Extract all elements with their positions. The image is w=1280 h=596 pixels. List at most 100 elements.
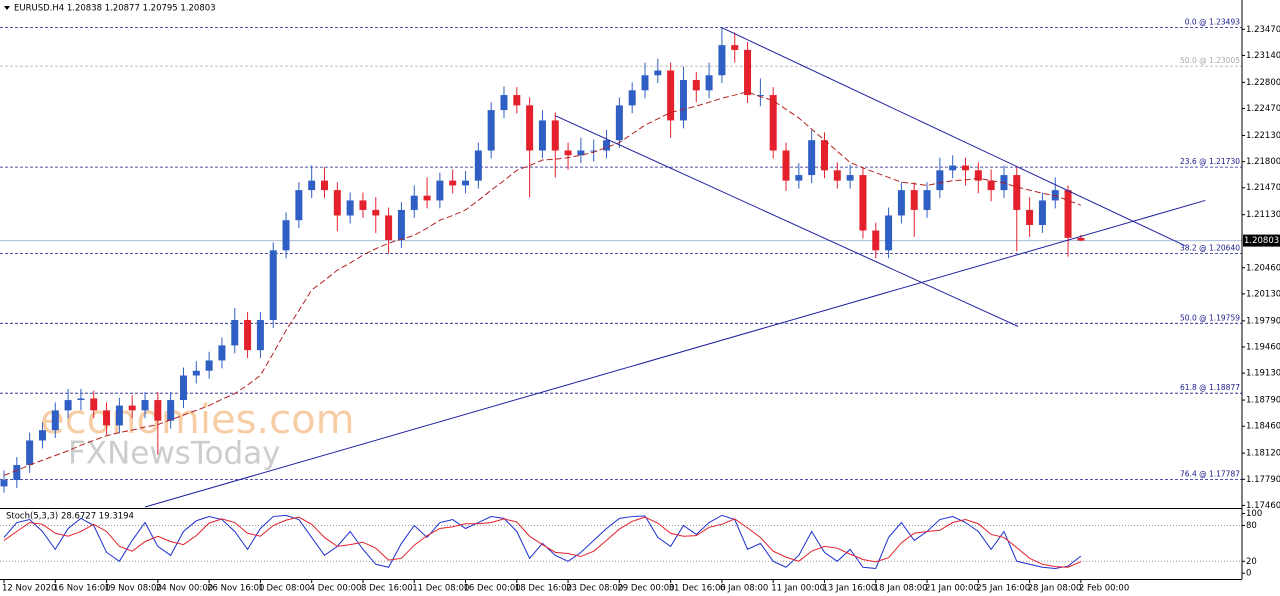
x-tick-label: 19 Nov 08:00 bbox=[105, 584, 162, 594]
fib-label: 38.2 @ 1.20640 bbox=[1180, 244, 1240, 253]
x-tick-label: 1 Dec 08:00 bbox=[258, 584, 310, 594]
candle-body bbox=[90, 398, 98, 411]
candle-body bbox=[410, 195, 418, 210]
y-tick-label: 20 bbox=[1246, 557, 1257, 567]
candle-body bbox=[833, 170, 841, 181]
candle-body bbox=[321, 180, 328, 191]
x-tick-label: 8 Dec 16:00 bbox=[361, 584, 413, 594]
candle-body bbox=[705, 75, 713, 91]
candle-body bbox=[808, 140, 816, 176]
moving-average bbox=[3, 91, 1082, 476]
x-tick-label: 16 Dec 00:00 bbox=[464, 584, 521, 594]
candle-body bbox=[654, 70, 662, 76]
candle-body bbox=[282, 220, 290, 251]
x-tick-label: 18 Jan 08:00 bbox=[874, 584, 928, 594]
candle-body bbox=[782, 150, 790, 181]
candle-body bbox=[77, 398, 85, 401]
candle-body bbox=[26, 440, 34, 466]
candle-body bbox=[103, 410, 111, 426]
candle-body bbox=[897, 190, 905, 216]
candle-body bbox=[667, 70, 675, 121]
menu-arrow[interactable] bbox=[4, 6, 10, 10]
candle-body bbox=[1013, 175, 1021, 210]
candle-body bbox=[795, 175, 803, 181]
candle-body bbox=[513, 95, 521, 106]
candle-body bbox=[154, 400, 162, 421]
candle-body bbox=[308, 180, 316, 191]
y-tick-label: 1.19460 bbox=[1246, 342, 1280, 352]
candle-body bbox=[820, 140, 828, 171]
candle-body bbox=[64, 400, 72, 411]
x-tick-label: 24 Nov 00:00 bbox=[156, 584, 213, 594]
fib-label: 23.6 @ 1.21730 bbox=[1180, 157, 1240, 166]
y-tick-label: 100 bbox=[1246, 509, 1262, 519]
candle-body bbox=[462, 180, 470, 186]
candle-body bbox=[936, 170, 944, 191]
candle-body bbox=[231, 320, 239, 346]
candle-body bbox=[449, 180, 457, 186]
candle-body bbox=[641, 75, 649, 91]
x-tick-label: 13 Jan 16:00 bbox=[822, 584, 876, 594]
fib-label: 50.0 @ 1.23005 bbox=[1180, 56, 1240, 65]
candle-body bbox=[38, 430, 46, 441]
candle-body bbox=[628, 90, 636, 106]
candle-body bbox=[192, 370, 200, 376]
candle-body bbox=[500, 95, 508, 111]
y-tick-label: 1.18120 bbox=[1246, 449, 1280, 459]
candle-body bbox=[744, 49, 752, 96]
indicator-line bbox=[3, 516, 1082, 568]
y-tick-label: 1.22130 bbox=[1246, 131, 1280, 141]
candle-body bbox=[756, 95, 764, 97]
y-tick-label: 1.23470 bbox=[1246, 25, 1280, 35]
y-tick-label: 1.21130 bbox=[1246, 210, 1280, 220]
fib-label: 61.8 @ 1.18877 bbox=[1180, 383, 1240, 392]
candle-body bbox=[436, 180, 444, 201]
y-tick-label: 1.22470 bbox=[1246, 104, 1280, 114]
y-tick-label: 80 bbox=[1246, 521, 1257, 531]
candle-body bbox=[256, 320, 264, 351]
candle-body bbox=[359, 200, 367, 210]
candle-body bbox=[962, 165, 969, 171]
candle-body bbox=[295, 190, 303, 221]
candle-body bbox=[769, 95, 777, 151]
y-tick-label: 1.21470 bbox=[1246, 183, 1280, 193]
candle-body bbox=[577, 150, 585, 156]
y-tick-label: 1.19130 bbox=[1246, 369, 1280, 379]
candle-body bbox=[269, 250, 277, 321]
x-tick-label: 12 Nov 2020 bbox=[2, 584, 56, 594]
y-tick-label: 0 bbox=[1246, 569, 1251, 579]
candle-body bbox=[244, 320, 252, 351]
x-tick-label: 2 Feb 00:00 bbox=[1079, 584, 1129, 594]
candle-body bbox=[526, 105, 534, 151]
candle-body bbox=[115, 405, 123, 426]
trendline bbox=[555, 115, 1019, 327]
candle-body bbox=[51, 410, 59, 431]
candle-body bbox=[731, 45, 739, 50]
x-tick-label: 23 Dec 08:00 bbox=[566, 584, 623, 594]
candle-body bbox=[679, 80, 687, 121]
candle-body bbox=[718, 45, 726, 76]
candle-body bbox=[1077, 237, 1085, 241]
y-tick-label: 1.17790 bbox=[1246, 475, 1280, 485]
candle-body bbox=[1038, 200, 1046, 225]
plot: 0.0 @ 1.23493 50.0 @ 1.23005 23.6 @ 1.2173… bbox=[0, 17, 1245, 574]
y-tick-label: 1.17460 bbox=[1246, 501, 1280, 511]
candle-body bbox=[872, 230, 880, 251]
x-tick-label: 29 Dec 00:00 bbox=[617, 584, 674, 594]
x-tick-label: 21 Jan 00:00 bbox=[925, 584, 979, 594]
candle-body bbox=[551, 120, 559, 151]
x-tick-label: 11 Jan 00:00 bbox=[771, 584, 825, 594]
y-tick-label: 1.19790 bbox=[1246, 316, 1280, 326]
candle-body bbox=[603, 140, 611, 151]
candle-body bbox=[974, 170, 982, 181]
x-tick-label: 16 Nov 16:00 bbox=[53, 584, 110, 594]
candle-body bbox=[474, 150, 482, 181]
x-tick-label: 4 Dec 00:00 bbox=[310, 584, 362, 594]
candle-body bbox=[346, 200, 354, 216]
candle-body bbox=[179, 375, 187, 401]
watermark: FXNewsToday bbox=[68, 436, 281, 472]
candle-body bbox=[1064, 190, 1072, 238]
candle-body bbox=[910, 190, 918, 210]
